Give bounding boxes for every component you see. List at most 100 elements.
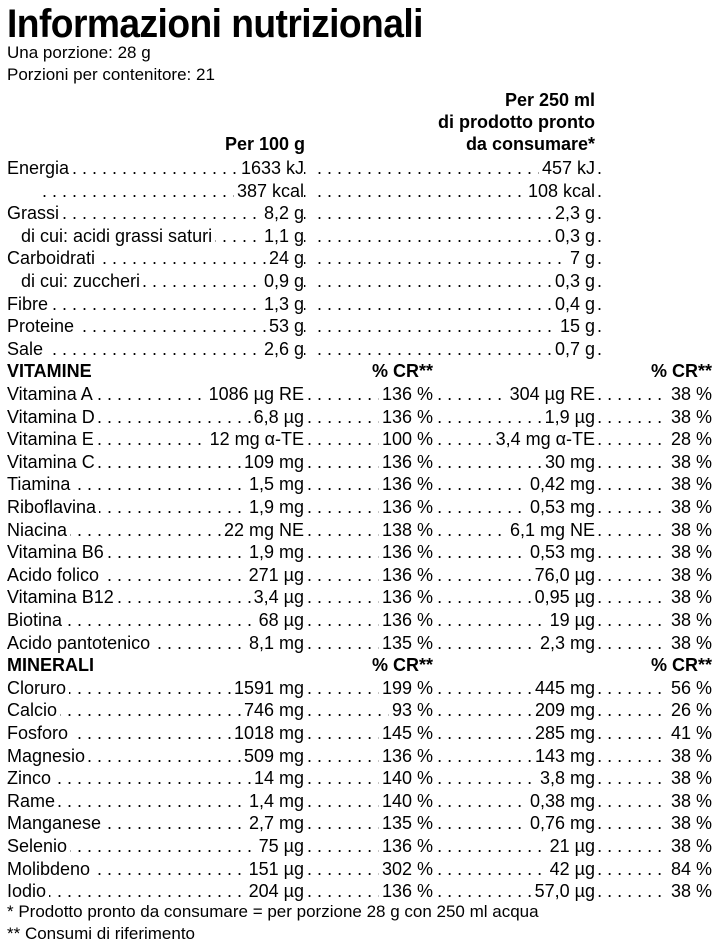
cr-per-100g: 136 % [378, 450, 433, 473]
vitamin-row-name: Vitamina D [7, 405, 98, 428]
dot-leader: . . . . . . . . . . . . . . . . . . . . … [7, 406, 712, 427]
value-per-250ml: 0,95 µg [531, 586, 595, 609]
value-per-100g: 2,6 g [260, 337, 304, 360]
value-per-100g: 1,3 g [260, 292, 304, 315]
dot-leader: . . . . . . . . . . . . . . . . . . . . … [317, 225, 602, 246]
value-per-250ml: 445 mg [531, 676, 595, 699]
nutrient-row: . . . . . . . . . . . . . . . . . . . . … [7, 247, 712, 270]
cr-per-100g: 140 % [378, 789, 433, 812]
dot-leader: . . . . . . . . . . . . . . . . . . . . … [7, 451, 712, 472]
vitamin-row: . . . . . . . . . . . . . . . . . . . . … [7, 541, 712, 564]
cr-per-100g: 136 % [378, 609, 433, 631]
value-per-250ml: 0,53 mg [526, 541, 595, 564]
value-per-100g: 1,9 mg [245, 496, 304, 518]
value-per-250ml: 108 kcal [524, 179, 595, 202]
value-per-100g: 2,7 mg [245, 812, 304, 835]
value-per-250ml: 304 µg RE [506, 383, 595, 405]
nutrient-row: . . . . . . . . . . . . . . . . . . . . … [7, 179, 712, 202]
cr-per-250ml: 38 % [667, 586, 712, 609]
cr-per-100g: 136 % [378, 880, 433, 903]
dot-leader: . . . . . . . . . . . . . . . . . . . . … [7, 677, 712, 698]
mineral-row: . . . . . . . . . . . . . . . . . . . . … [7, 812, 712, 835]
cr-per-100g: 136 % [378, 473, 433, 496]
cr-per-100g: 145 % [378, 722, 433, 744]
vitamin-row-name: Biotina [7, 609, 66, 631]
dot-leader: . . . . . . . . . . . . . . . . . . . . … [7, 384, 712, 404]
vitamin-row-name: Acido folico [7, 563, 103, 586]
cr-per-100g: 136 % [378, 563, 433, 586]
vitamin-row: . . . . . . . . . . . . . . . . . . . . … [7, 428, 712, 451]
mineral-row-name: Zinco [7, 767, 55, 790]
cr-per-100g: 136 % [378, 383, 433, 405]
cr-per-250ml: 38 % [667, 767, 712, 790]
value-per-250ml: 0,53 mg [526, 496, 595, 518]
mineral-row-name: Fosforo [7, 722, 72, 744]
minerals-heading-row: MINERALI % CR** % CR** [7, 654, 712, 676]
value-per-100g: 1,1 g [260, 224, 304, 247]
cr-per-100g: 100 % [378, 428, 433, 451]
vitamin-row-name: Vitamina E [7, 428, 97, 451]
value-per-250ml: 0,38 mg [526, 789, 595, 812]
cr-per-250ml: 38 % [667, 383, 712, 405]
cr-header-250ml: % CR** [650, 361, 712, 382]
footnote-reference-intake: ** Consumi di riferimento [7, 924, 196, 943]
vitamin-row-name: Riboflavina [7, 496, 100, 518]
value-per-250ml: 0,7 g [551, 337, 595, 360]
dot-leader: . . . . . . . . . . . . . . . . . . . . … [7, 836, 712, 856]
cr-per-100g: 135 % [378, 812, 433, 835]
value-per-250ml: 143 mg [531, 744, 595, 767]
value-per-100g: 1018 mg [230, 722, 304, 744]
value-per-250ml: 285 mg [531, 722, 595, 744]
value-per-100g: 6,8 µg [250, 405, 304, 428]
cr-per-100g: 136 % [378, 405, 433, 428]
cr-per-100g: 93 % [388, 699, 433, 722]
cr-header-100g: % CR** [371, 655, 433, 676]
cr-per-250ml: 38 % [667, 835, 712, 857]
value-per-250ml: 15 g [556, 315, 595, 338]
vitamin-row: . . . . . . . . . . . . . . . . . . . . … [7, 518, 712, 541]
cr-per-250ml: 38 % [667, 789, 712, 812]
vitamin-row: . . . . . . . . . . . . . . . . . . . . … [7, 631, 712, 654]
cr-per-100g: 136 % [378, 586, 433, 609]
value-per-100g: 1086 µg RE [205, 383, 304, 405]
nutrient-name: di cui: zuccheri [21, 270, 144, 292]
mineral-row: . . . . . . . . . . . . . . . . . . . . … [7, 676, 712, 699]
nutrient-row: . . . . . . . . . . . . . . . . . . . . … [7, 337, 712, 360]
cr-per-250ml: 38 % [667, 450, 712, 473]
mineral-row: . . . . . . . . . . . . . . . . . . . . … [7, 767, 712, 790]
vitamin-row: . . . . . . . . . . . . . . . . . . . . … [7, 450, 712, 473]
vitamins-heading-row: VITAMINE % CR** % CR** [7, 360, 712, 382]
dot-leader: . . . . . . . . . . . . . . . . . . . . … [7, 429, 712, 450]
value-per-100g: 53 g [265, 315, 304, 338]
nutrient-name: Carboidrati [7, 247, 99, 270]
value-per-100g: 151 µg [245, 857, 304, 880]
value-per-100g: 3,4 µg [250, 586, 304, 609]
col-header-250ml-line3: da consumare* [465, 134, 595, 154]
cr-per-250ml: 38 % [667, 496, 712, 518]
nutrient-name: Fibre [7, 292, 52, 315]
value-per-100g: 8,1 mg [245, 631, 304, 654]
nutrient-name: di cui: acidi grassi saturi [21, 224, 216, 247]
nutrient-row: . . . . . . . . . . . . . . . . . . . . … [7, 270, 712, 292]
value-per-100g: 68 µg [255, 609, 304, 631]
mineral-row-name: Rame [7, 789, 59, 812]
cr-per-100g: 140 % [378, 767, 433, 790]
dot-leader: . . . . . . . . . . . . . . . . . . . . … [7, 790, 712, 811]
value-per-250ml: 3,4 mg α-TE [492, 428, 595, 451]
minerals-heading: MINERALI [7, 655, 94, 676]
dot-leader: . . . . . . . . . . . . . . . . . . . . … [7, 497, 712, 517]
dot-leader: . . . . . . . . . . . . . . . . . . . . … [317, 338, 602, 359]
value-per-100g: 14 mg [250, 767, 304, 790]
col-header-250ml-line1: Per 250 ml [504, 90, 595, 110]
vitamin-row-name: Acido pantotenico [7, 631, 154, 654]
dot-leader: . . . . . . . . . . . . . . . . . . . . … [7, 542, 712, 563]
value-per-250ml: 19 µg [546, 609, 595, 631]
nutrient-row: . . . . . . . . . . . . . . . . . . . . … [7, 224, 712, 247]
value-per-250ml: 2,3 mg [536, 631, 595, 654]
cr-per-250ml: 38 % [667, 744, 712, 767]
dot-leader: . . . . . . . . . . . . . . . . . . . . … [317, 271, 602, 291]
value-per-250ml: 42 µg [546, 857, 595, 880]
page-title: Informazioni nutrizionali [7, 2, 423, 46]
dot-leader: . . . . . . . . . . . . . . . . . . . . … [7, 858, 712, 879]
dot-leader: . . . . . . . . . . . . . . . . . . . . … [42, 293, 312, 314]
